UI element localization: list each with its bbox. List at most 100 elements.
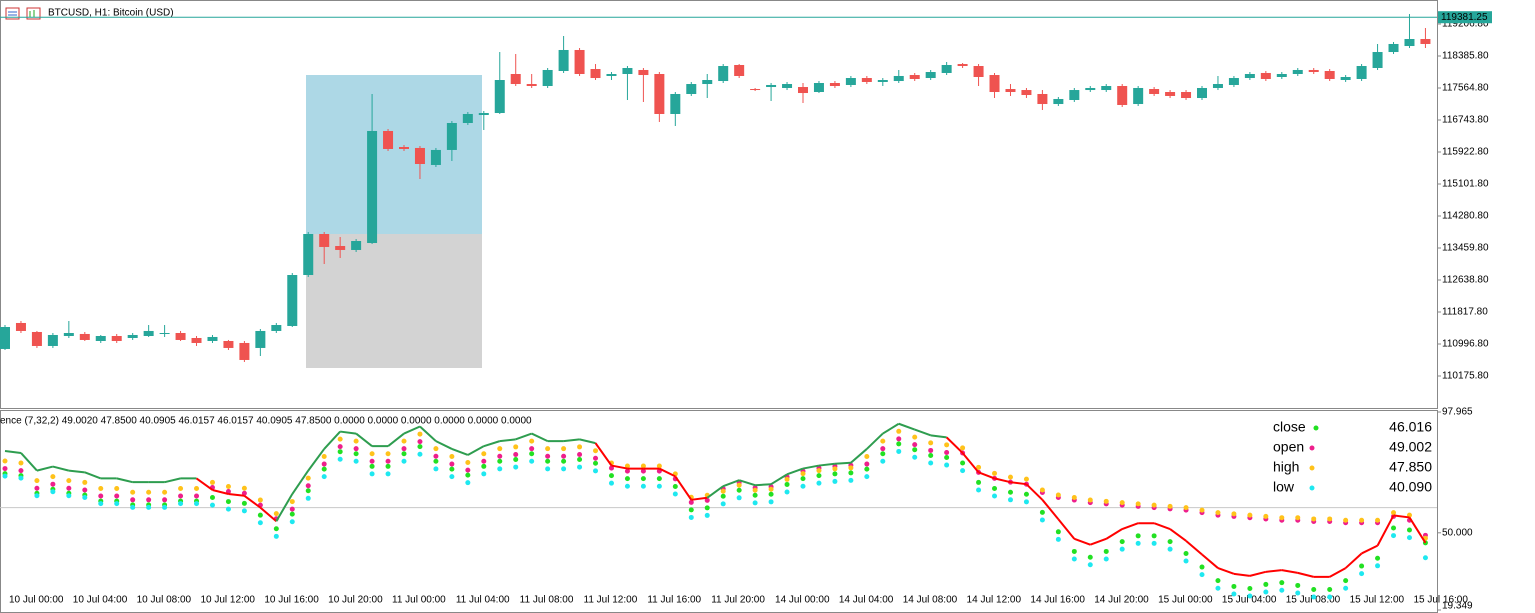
candle-body [845,78,856,85]
dot [225,506,231,512]
legend-value: 49.002 [1389,439,1432,455]
dot [1406,535,1412,541]
dot [66,485,72,491]
dot [608,480,614,486]
line-segment [674,475,693,501]
candle-body [95,336,106,341]
dot [82,495,88,501]
dot [146,489,152,495]
dot [1087,562,1093,568]
candle-body [255,330,266,348]
legend-marker [1309,485,1315,491]
dot [545,458,551,464]
dot [1183,550,1189,556]
dot [1135,501,1141,507]
dot [82,479,88,485]
dot [1327,516,1333,522]
x-tick-label: 11 Jul 04:00 [456,595,510,606]
take-profit-zone[interactable] [306,75,482,234]
dot [976,464,982,470]
candle-body [430,149,441,165]
candle-body [526,84,537,87]
dot [928,440,934,446]
dot [241,500,247,506]
dot [640,483,646,489]
line-segment [1105,528,1123,540]
stop-loss-zone[interactable] [306,234,482,368]
dot [513,444,519,450]
dot [369,451,375,457]
dot [449,461,455,467]
dot [18,475,24,481]
dot [465,472,471,478]
dot [593,460,599,466]
line-segment [195,477,214,491]
dot [529,446,535,452]
dot [896,441,902,447]
dot [1055,536,1061,542]
dot [1087,554,1093,560]
dot [640,463,646,469]
x-tick-label: 14 Jul 04:00 [839,595,894,606]
candle-body [414,147,425,164]
dot [2,458,8,464]
candle-body [702,80,713,85]
dot [1311,594,1317,600]
legend-value: 47.850 [1389,459,1432,475]
dot [18,468,24,474]
line-segment [164,477,181,484]
line-segment [961,452,980,473]
line-segment [1393,514,1410,519]
dot [1247,593,1253,599]
line-segment [786,467,804,476]
dot [736,487,742,493]
line-segment [1153,522,1171,530]
legend-marker [1309,465,1315,471]
dot [1215,510,1221,516]
candle-body [909,75,920,79]
dot [241,490,247,496]
dot [864,474,870,480]
candle-body [0,326,10,349]
dot [992,470,998,476]
indicator-plot: 97.965 50.000 19.349 close 46.016 open 49.002 h… [0,407,1473,612]
line-segment [834,461,851,465]
candle-body [1324,70,1335,79]
dot [992,485,998,491]
line-segment [515,432,533,441]
dot [465,460,471,466]
dot [561,453,567,459]
dot [912,442,918,448]
dot [1199,564,1205,570]
candle-body [1069,90,1080,100]
dot [768,491,774,497]
dot [1247,585,1253,591]
candle-body [893,75,904,82]
dot [1359,517,1365,523]
dot [273,526,279,532]
dot [704,512,710,518]
candle-body [79,333,90,340]
y-tick-label: 110175.80 [1442,371,1489,382]
dot [688,514,694,520]
dot [816,468,822,474]
line-segment [691,496,708,501]
dot [1327,586,1333,592]
dot [1422,555,1428,561]
line-segment [116,477,133,484]
dot [1215,585,1221,591]
line-segment [1249,570,1267,577]
dot [688,499,694,505]
candle-body [1276,73,1287,78]
x-tick-label: 10 Jul 20:00 [328,595,383,606]
dot [225,483,231,489]
dot [1231,511,1237,517]
dot [944,449,950,455]
y-tick-label: 114280.80 [1442,211,1489,222]
line-segment [658,467,676,478]
candle-body [1133,87,1144,105]
dot [992,493,998,499]
dot [98,485,104,491]
dot [928,460,934,466]
dot [257,497,263,503]
